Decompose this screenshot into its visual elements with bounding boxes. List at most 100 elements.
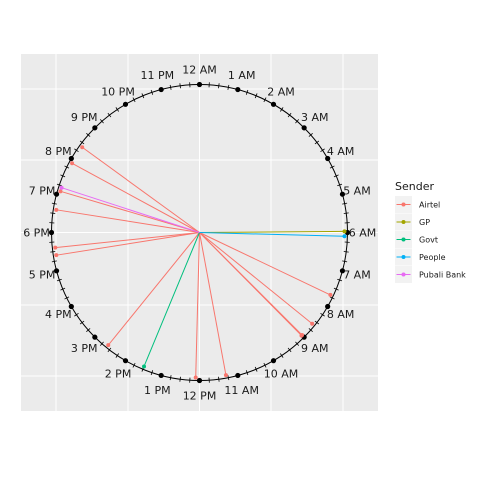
minor-tick <box>308 132 313 137</box>
minor-tick <box>169 84 172 90</box>
minor-tick <box>56 278 62 282</box>
legend-key-point <box>401 202 406 207</box>
series-line <box>199 232 331 296</box>
minor-tick <box>333 287 339 291</box>
series-line <box>60 190 200 233</box>
hour-label: 2 PM <box>105 368 132 381</box>
minor-tick <box>132 97 136 103</box>
minor-tick <box>74 313 79 317</box>
minor-tick <box>179 83 181 89</box>
hour-dot <box>158 86 164 93</box>
minor-tick <box>179 376 181 382</box>
minor-tick <box>333 174 339 178</box>
minor-tick <box>337 183 343 187</box>
series-point <box>59 185 64 190</box>
hour-markers: 12 AM 1 AM 2 AM 3 AM 4 AM 5 AM 6 AM 7 AM 8 AM 9 A… <box>23 64 376 403</box>
series-line <box>61 187 200 233</box>
minor-tick <box>287 347 292 353</box>
series-line <box>56 232 200 256</box>
minor-tick <box>169 375 172 381</box>
minor-tick <box>50 251 56 253</box>
hour-label: 6 PM <box>23 227 50 240</box>
series-line <box>81 146 200 233</box>
series-point <box>54 253 59 258</box>
hour-label: 7 PM <box>29 184 56 197</box>
minor-tick <box>287 112 292 118</box>
legend-label: People <box>419 253 446 262</box>
hour-dot <box>53 268 60 274</box>
minor-tick <box>254 93 258 99</box>
minor-tick <box>343 251 349 253</box>
legend-label: GP <box>419 218 430 227</box>
hour-dot <box>325 155 331 162</box>
hour-label: 5 AM <box>343 184 371 197</box>
series-line <box>143 232 200 367</box>
minor-tick <box>320 148 325 152</box>
series-point <box>106 343 111 348</box>
series-point <box>310 321 315 326</box>
series-point <box>58 189 63 194</box>
hour-dot <box>48 229 55 236</box>
minor-tick <box>86 132 91 137</box>
hour-dot <box>325 303 331 310</box>
hour-dot <box>122 101 129 107</box>
hour-dot <box>235 372 241 379</box>
minor-tick <box>79 140 85 145</box>
series-line <box>199 232 345 237</box>
legend-label: Govt <box>419 236 438 245</box>
series-point <box>223 373 228 378</box>
minor-tick <box>51 202 57 205</box>
hour-dot <box>196 81 203 88</box>
legend-title: Sender <box>395 180 434 193</box>
minor-tick <box>245 370 249 376</box>
hour-label: 1 AM <box>228 69 256 82</box>
series-lines <box>53 145 347 380</box>
minor-tick <box>342 260 348 263</box>
hour-label: 3 AM <box>301 111 329 124</box>
series-line <box>55 232 200 249</box>
minor-tick <box>74 148 79 152</box>
series-point <box>54 207 59 212</box>
minor-tick <box>51 260 57 263</box>
hour-label: 10 PM <box>101 85 135 98</box>
minor-tick <box>254 366 258 372</box>
minor-tick <box>86 328 91 333</box>
hour-label: 2 AM <box>267 85 295 98</box>
minor-tick <box>64 165 70 169</box>
legend: Sender Airtel GP Govt People Pubali Bank <box>395 180 466 283</box>
minor-tick <box>218 83 220 89</box>
series-point <box>53 245 58 250</box>
hour-dot <box>339 268 346 274</box>
minor-tick <box>280 107 284 112</box>
minor-tick <box>60 287 66 291</box>
hour-dot <box>68 303 74 310</box>
minor-tick <box>308 328 313 333</box>
minor-tick <box>79 320 85 325</box>
minor-tick <box>107 347 112 353</box>
minor-tick <box>150 370 154 376</box>
minor-tick <box>320 313 325 317</box>
hour-label: 3 PM <box>71 342 98 355</box>
minor-tick <box>329 165 335 169</box>
minor-tick <box>295 341 300 346</box>
minor-tick <box>245 89 249 95</box>
minor-tick <box>99 341 104 346</box>
minor-tick <box>227 84 230 90</box>
minor-tick <box>56 183 62 187</box>
hour-label: 11 PM <box>141 69 175 82</box>
minor-tick <box>263 362 267 368</box>
hour-dot <box>92 334 98 340</box>
minor-tick <box>329 296 335 300</box>
hour-label: 8 PM <box>45 145 72 158</box>
minor-tick <box>314 140 320 145</box>
series-line <box>71 162 200 233</box>
legend-key-point <box>401 237 406 242</box>
legend-key-point <box>401 255 406 259</box>
series-point <box>342 229 347 234</box>
legend-key-point <box>401 272 406 277</box>
minor-tick <box>343 212 349 214</box>
minor-tick <box>64 296 70 300</box>
series-point <box>142 364 147 369</box>
minor-tick <box>227 375 230 381</box>
